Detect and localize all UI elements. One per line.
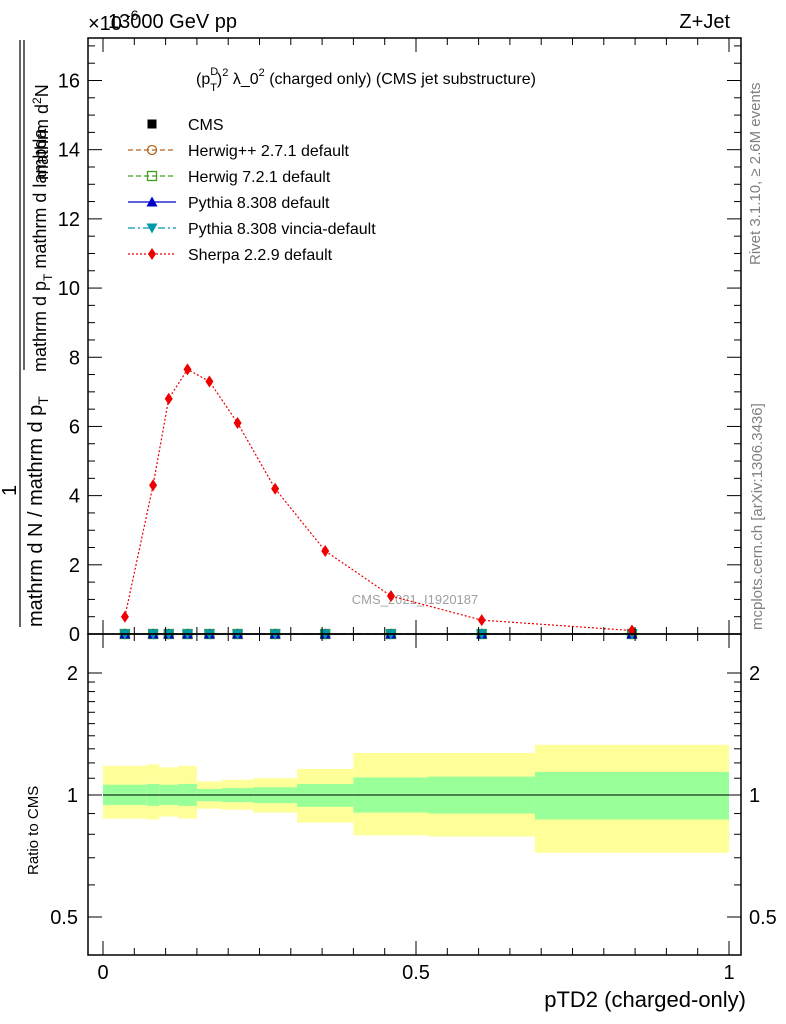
legend-entry-4: Pythia 8.308 vincia-default — [128, 221, 376, 238]
ratio-y-axis-label: Ratio to CMS — [25, 786, 42, 875]
ratio-bands — [103, 744, 729, 853]
main-y-tick-label: 2 — [69, 555, 80, 577]
main-y-tick-label: 0 — [69, 624, 80, 646]
header-exponent: ×10 — [88, 13, 122, 35]
ratio-y-tick-label-right: 0.5 — [749, 907, 777, 929]
legend-entry-2: Herwig 7.2.1 default — [128, 169, 331, 186]
svg-text:1: 1 — [0, 485, 21, 496]
legend-label: CMS — [188, 117, 224, 134]
legend-label: Herwig 7.2.1 default — [188, 169, 331, 186]
legend-label: Pythia 8.308 default — [188, 195, 330, 212]
ratio-y-tick-label: 1 — [67, 785, 78, 807]
x-tick-label: 0 — [97, 962, 108, 984]
legend-marker — [146, 196, 158, 207]
data-point-5-2 — [164, 392, 173, 405]
header-exponent-power: -6 — [126, 7, 139, 23]
legend-marker — [146, 223, 158, 234]
main-plot-frame — [87, 37, 742, 635]
data-point-5-8 — [386, 589, 395, 602]
main-y-tick-label: 14 — [58, 140, 80, 162]
x-axis-label: pTD2 (charged-only) — [544, 987, 746, 1012]
data-point-5-0 — [120, 610, 129, 623]
main-y-tick-label: 4 — [69, 486, 80, 508]
data-point-5-7 — [321, 544, 330, 557]
data-point-5-6 — [271, 482, 280, 495]
data-point-5-4 — [205, 375, 214, 388]
data-point-5-3 — [183, 363, 192, 376]
legend-label: Herwig++ 2.7.1 default — [188, 143, 350, 160]
main-y-tick-label: 6 — [69, 416, 80, 438]
legend: CMS Herwig++ 2.7.1 default Herwig 7.2.1 de… — [128, 117, 376, 264]
legend-entry-1: Herwig++ 2.7.1 default — [128, 143, 350, 160]
main-y-tick-label: 16 — [58, 71, 80, 93]
data-point-5-5 — [233, 416, 242, 429]
main-y-tick-label: 10 — [58, 278, 80, 300]
legend-entry-3: Pythia 8.308 default — [128, 195, 330, 212]
rivet-label: Rivet 3.1.10, ≥ 2.6M events — [747, 83, 764, 266]
data-point-5-1 — [149, 479, 158, 492]
svg-text:mathrm d pT mathrm d lambda: mathrm d pT mathrm d lambda — [30, 128, 55, 372]
x-tick-label: 0.5 — [402, 962, 430, 984]
legend-label: Sherpa 2.2.9 default — [188, 247, 333, 264]
legend-marker — [148, 248, 156, 260]
legend-entry-5: Sherpa 2.2.9 default — [128, 247, 333, 264]
mcplots-label: mcplots.cern.ch [arXiv:1306.3436] — [749, 403, 766, 630]
data-point-5-9 — [477, 614, 486, 627]
x-tick-label: 1 — [723, 962, 734, 984]
legend-marker — [146, 144, 158, 156]
legend-entry-0: CMS — [147, 117, 224, 134]
ratio-y-tick-label-right: 1 — [749, 785, 760, 807]
ratio-y-tick-label: 2 — [67, 663, 78, 685]
main-y-tick-label: 12 — [58, 209, 80, 231]
legend-label: Pythia 8.308 vincia-default — [188, 221, 376, 238]
analysis-watermark: CMS_2021_I1920187 — [352, 592, 479, 607]
plot-title: (pD T)2 λ_02 (charged only) (CMS jet subs… — [196, 66, 536, 94]
svg-text:mathrm d N / mathrm d pT: mathrm d N / mathrm d pT — [25, 396, 51, 627]
ratio-y-tick-label-right: 2 — [749, 663, 760, 685]
svg-text:mathrm d2N: mathrm d2N — [30, 84, 52, 180]
main-y-axis-label: 1 mathrm d N / mathrm d pT mathrm d2N ma… — [0, 40, 55, 627]
header-energy-label: 13000 GeV pp — [108, 11, 237, 33]
ratio-y-tick-label: 0.5 — [50, 907, 78, 929]
legend-marker — [146, 170, 158, 182]
header-process-label: Z+Jet — [679, 11, 730, 33]
legend-marker — [147, 119, 157, 129]
ratio-band-inner-10 — [534, 771, 729, 820]
main-y-tick-label: 8 — [69, 347, 80, 369]
